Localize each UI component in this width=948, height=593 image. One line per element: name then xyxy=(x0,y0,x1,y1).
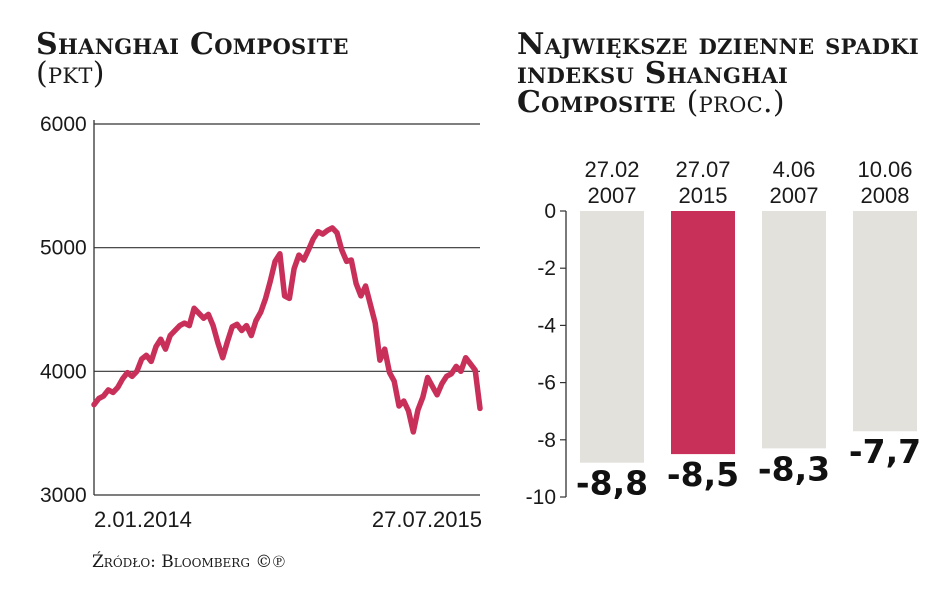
bar-chart-title-text: Największe dzienne spadki indeksu Shangh… xyxy=(517,27,919,120)
y-tick-label: 5000 xyxy=(40,237,87,260)
line-chart-title: Shanghai Composite (pkt) xyxy=(36,27,349,91)
bar-chart-title: Największe dzienne spadki indeksu Shangh… xyxy=(517,27,937,120)
category-label: 2007 xyxy=(770,183,819,208)
line-chart-title-text: Shanghai Composite xyxy=(36,27,349,62)
y-tick-label: 6000 xyxy=(40,113,87,136)
y-tick-label: -8 xyxy=(537,429,556,452)
y-tick-label: 4000 xyxy=(40,360,87,383)
line-chart-unit: (pkt) xyxy=(36,56,105,91)
index-line xyxy=(91,225,483,435)
bar xyxy=(580,211,644,463)
bar xyxy=(853,211,917,432)
line-chart: 6000 5000 4000 3000 2.01.2014 27.07.2015 xyxy=(40,113,483,532)
value-label: -8,3 xyxy=(758,449,830,488)
bar-chart-unit: (proc.) xyxy=(686,85,785,120)
y-tick-label: 3000 xyxy=(40,484,87,507)
bar xyxy=(671,211,735,455)
category-label: 10.06 xyxy=(857,157,912,182)
bar xyxy=(762,211,826,449)
y-tick-label: -4 xyxy=(537,314,556,337)
category-label: 4.06 xyxy=(773,157,816,182)
category-label: 2015 xyxy=(679,183,728,208)
category-label: 27.07 xyxy=(675,157,730,182)
y-tick-label: -10 xyxy=(526,486,556,509)
y-tick-label: 0 xyxy=(544,200,556,223)
x-start-label: 2.01.2014 xyxy=(94,507,192,532)
y-tick-label: -2 xyxy=(537,257,556,280)
y-tick-label: -6 xyxy=(537,372,556,395)
category-label: 2008 xyxy=(861,183,910,208)
source-note: Źródło: Bloomberg ©℗ xyxy=(92,552,286,572)
x-end-label: 27.07.2015 xyxy=(372,507,482,532)
category-label: 2007 xyxy=(588,183,637,208)
value-label: -8,8 xyxy=(576,464,648,503)
bar-chart: 0-2-4-6-8-1027.022007-8,827.072015-8,54.… xyxy=(526,157,921,509)
value-label: -7,7 xyxy=(849,432,921,471)
category-label: 27.02 xyxy=(584,157,639,182)
value-label: -8,5 xyxy=(667,455,739,494)
